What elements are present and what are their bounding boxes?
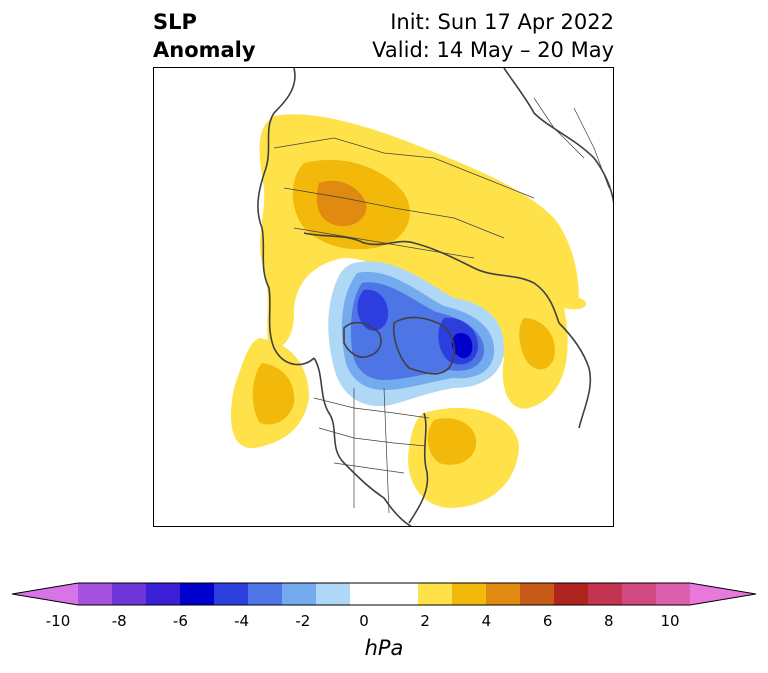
colorbar-segment [180, 583, 215, 605]
field-name: Anomaly [153, 38, 256, 62]
colorbar-segment [452, 583, 487, 605]
colorbar-unit-label: hPa [364, 636, 404, 660]
colorbar-tick-label: 0 [359, 612, 369, 630]
colorbar-tick-label: -4 [234, 612, 250, 630]
colorbar-segment [418, 583, 453, 605]
colorbar-extend-min [12, 583, 78, 605]
colorbar-segment [554, 583, 589, 605]
colorbar-segment [248, 583, 283, 605]
colorbar-tick-label: 2 [420, 612, 430, 630]
negative-anomaly-dark-blue [451, 332, 473, 359]
colorbar [12, 582, 756, 606]
colorbar-segment [656, 583, 691, 605]
chart-title-right: Init: Sun 17 Apr 2022 Valid: 14 May – 20… [372, 8, 614, 64]
colorbar-segment [520, 583, 555, 605]
chart-title-left: SLP Anomaly [153, 8, 256, 64]
colorbar-segment [384, 583, 419, 605]
coastlines [257, 68, 613, 526]
positive-anomaly-3to4 [316, 180, 367, 227]
valid-period: Valid: 14 May – 20 May [372, 38, 614, 62]
colorbar-tick-label: -8 [111, 612, 127, 630]
colorbar-segment [588, 583, 623, 605]
colorbar-segment [112, 583, 147, 605]
map-canvas [230, 68, 613, 526]
colorbar-segment [486, 583, 521, 605]
political-borders [273, 97, 610, 514]
map-panel [153, 67, 614, 527]
colorbar-tick-label: -2 [295, 612, 311, 630]
colorbar-tick-label: 8 [604, 612, 614, 630]
colorbar-segment [146, 583, 181, 605]
colorbar-segment [622, 583, 657, 605]
colorbar-tick-label: -10 [45, 612, 71, 630]
colorbar-ticks: -10 -8 -6 -4 -2 0 2 4 6 8 10 [0, 612, 768, 632]
colorbar-extend-max [690, 583, 756, 605]
colorbar-segment [282, 583, 317, 605]
colorbar-segment [78, 583, 113, 605]
colorbar-segment [350, 583, 385, 605]
colorbar-outline [12, 582, 756, 606]
init-date: Init: Sun 17 Apr 2022 [390, 10, 614, 34]
colorbar-segment [316, 583, 351, 605]
colorbar-segment [214, 583, 249, 605]
colorbar-tick-label: 4 [481, 612, 492, 630]
colorbar-tick-label: -6 [172, 612, 188, 630]
variable-name: SLP [153, 10, 197, 34]
colorbar-tick-label: 6 [542, 612, 553, 630]
colorbar-tick-label: 10 [660, 612, 680, 630]
colorbar-segments [12, 583, 756, 605]
